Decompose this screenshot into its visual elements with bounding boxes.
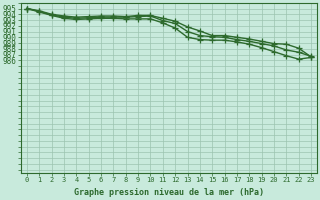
X-axis label: Graphe pression niveau de la mer (hPa): Graphe pression niveau de la mer (hPa): [74, 188, 264, 197]
